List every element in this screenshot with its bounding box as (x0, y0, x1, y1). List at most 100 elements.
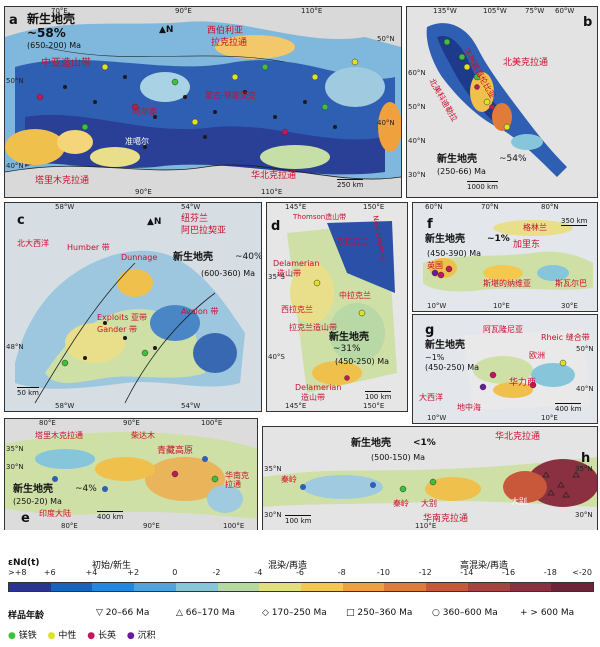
age-class-label: 250–360 Ma (357, 608, 413, 618)
map-b-canvas (407, 7, 597, 197)
longitude-label: 90°E (123, 419, 140, 427)
north-arrow-icon: ▲N (159, 25, 174, 35)
age-range: (250-66) Ma (437, 167, 486, 176)
plus-icon: + (520, 608, 528, 618)
circle-icon: ○ (432, 608, 440, 618)
longitude-label: 135°W (433, 7, 457, 15)
latitude-label: 40°N (377, 119, 395, 127)
north-arrow-icon: ▲N (147, 217, 162, 227)
scale-bar: 100 km (365, 391, 392, 401)
colorbar-swatch (426, 583, 468, 591)
region-label: 北美克拉通 (503, 58, 549, 68)
colorbar-swatch (384, 583, 427, 591)
region-label: 华北克拉通 (495, 432, 541, 442)
longitude-label: 58°W (55, 203, 75, 211)
tick-label: -12 (418, 568, 432, 577)
juvenile-crust-title: 新生地壳 (425, 340, 465, 351)
tick-label: -16 (501, 568, 516, 577)
map-c-canvas (5, 203, 261, 411)
region-label: 造山带 (277, 269, 301, 278)
region-label: 印度大陆 (39, 509, 71, 518)
age-class-label: 170–250 Ma (271, 608, 327, 618)
age-range: (450-250) Ma (425, 363, 480, 372)
region-label: 北大西洋 (17, 239, 49, 248)
triangle-icon: △ (176, 608, 183, 618)
panel-letter: g (425, 323, 435, 338)
longitude-label: 90°E (135, 188, 152, 196)
rock-type-label: 镁铁 (18, 631, 37, 641)
age-class-item: ▽ 20–66 Ma (96, 608, 149, 618)
region-label: Delamerian (273, 259, 320, 268)
juvenile-crust-percentage: ~31% (333, 344, 361, 354)
juvenile-crust-percentage: ~1% (425, 353, 445, 362)
colorbar-swatch (509, 583, 552, 591)
latitude-label: 40°N (6, 162, 24, 170)
latitude-label: 35°N (575, 465, 593, 473)
latitude-label: 50°N (408, 103, 426, 111)
latitude-label: 70°N (481, 203, 499, 211)
latitude-label: 40°N (408, 137, 426, 145)
colorbar-swatch (50, 583, 93, 591)
age-class-label: 360–600 Ma (442, 608, 498, 618)
region-label: 青藏高原 (157, 446, 194, 456)
longitude-label: 54°W (181, 402, 201, 410)
juvenile-crust-title: 新生地壳 (329, 332, 369, 343)
region-label: 蒙古-鄂霍茨克 (205, 91, 256, 100)
latitude-label: 60°N (408, 69, 426, 77)
juvenile-crust-title: 新生地壳 (173, 252, 213, 263)
region-label: 华力西 (509, 378, 537, 388)
region-label: 英国 (427, 261, 443, 270)
longitude-label: 10°E (493, 302, 510, 310)
region-label: Avalon 带 (181, 307, 219, 316)
longitude-label: 110°E (301, 7, 323, 15)
map-h-canvas (263, 427, 597, 531)
scale-bar: 100 km (285, 515, 312, 525)
latitude-label: 48°N (6, 343, 24, 351)
legend-category: 混染/再造 (268, 561, 308, 571)
map-panel-e: e 新生地壳 ~4% (250-20) Ma 塔里木克拉通 柴达木 青藏高原 华… (4, 418, 258, 532)
colorbar-swatch (467, 583, 510, 591)
longitude-label: 145°E (285, 402, 307, 410)
region-label: 东拉克兰 (337, 237, 369, 246)
age-class-item: □ 250–360 Ma (346, 608, 412, 618)
region-label: 欧洲 (529, 351, 545, 360)
latitude-label: 35°N (264, 465, 282, 473)
intermediate-dot-icon: ● (47, 631, 56, 641)
colorbar-swatch (259, 583, 302, 591)
longitude-label: 58°W (55, 402, 75, 410)
tick-label: -2 (212, 568, 221, 577)
age-class-label: > 600 Ma (530, 608, 575, 618)
region-label: 造山带 (301, 393, 325, 402)
region-label: Thomson造山带 (293, 213, 347, 221)
colorbar-swatch (92, 583, 135, 591)
region-label: 准噶尔 (125, 137, 149, 146)
latitude-label: 50°N (576, 345, 594, 353)
juvenile-crust-percentage: <1% (413, 438, 436, 448)
longitude-label: 60°W (555, 7, 575, 15)
longitude-label: 54°W (181, 203, 201, 211)
region-label: 中亚造山带 (41, 58, 91, 69)
region-label: 阿巴拉契亚 (181, 226, 227, 236)
longitude-label: 10°W (427, 302, 447, 310)
region-label: 格林兰 (523, 223, 547, 232)
age-class-item: △ 66–170 Ma (176, 608, 235, 618)
scale-bar: 350 km (561, 217, 588, 226)
map-e-canvas (5, 419, 257, 531)
region-label: 拉克兰造山带 (289, 323, 337, 332)
longitude-label: 100°E (223, 522, 245, 530)
region-label: 斯堪的纳维亚 (483, 279, 531, 288)
juvenile-crust-title: 新生地壳 (425, 234, 465, 245)
panel-letter: e (21, 511, 30, 526)
region-label: Dunnage (121, 253, 158, 262)
region-label: 加里东 (513, 240, 541, 250)
map-g-canvas (413, 315, 597, 423)
age-class-item: + > 600 Ma (520, 608, 574, 618)
rock-type-label: 长英 (97, 631, 116, 641)
longitude-label: 10°E (541, 414, 558, 422)
age-range: (450-390) Ma (427, 249, 482, 258)
map-panel-h: h 新生地壳 <1% (500-150) Ma 华北克拉通 秦岭 秦岭 大别 大… (262, 426, 598, 532)
age-class-item: ○ 360–600 Ma (432, 608, 498, 618)
region-label: 斯瓦尔巴 (555, 279, 587, 288)
longitude-label: 75°W (525, 7, 545, 15)
map-f-canvas (413, 203, 597, 311)
